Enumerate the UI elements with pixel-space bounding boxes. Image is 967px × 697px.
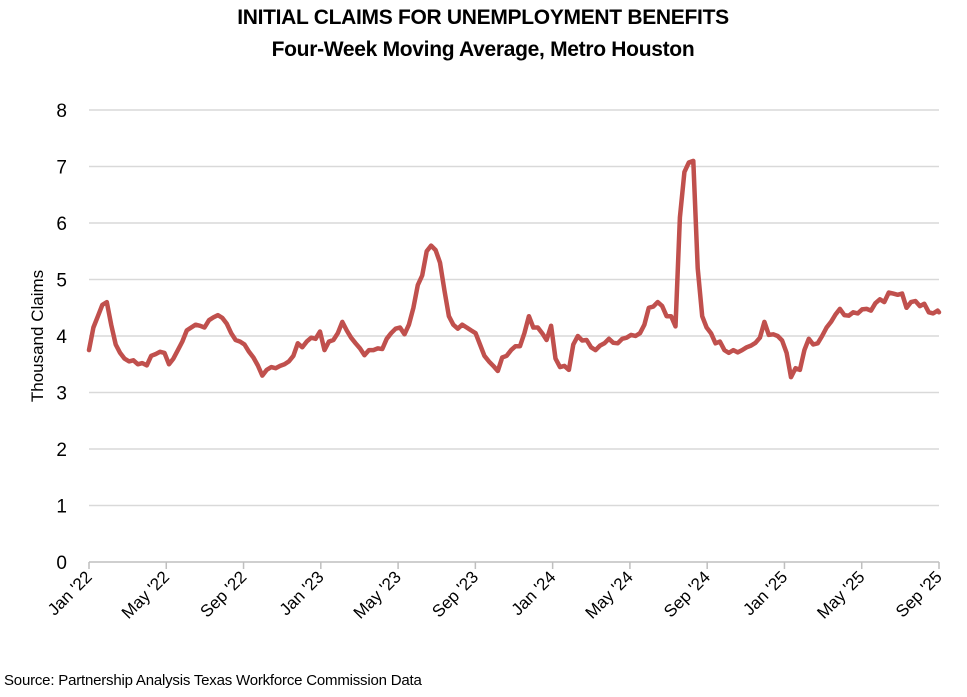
- y-tick-label: 4: [56, 327, 67, 348]
- x-tick-label: May '23: [350, 567, 405, 622]
- y-tick-label: 0: [56, 553, 67, 574]
- y-axis-label: Thousand Claims: [28, 270, 47, 402]
- chart-title: INITIAL CLAIMS FOR UNEMPLOYMENT BENEFITS: [237, 6, 729, 29]
- x-tick-label: Jan '23: [276, 567, 328, 619]
- series-group: [86, 158, 942, 380]
- x-tick-label: Jan '24: [508, 567, 560, 619]
- y-tick-label: 3: [56, 384, 67, 405]
- x-tick-label: Sep '24: [660, 567, 714, 621]
- x-tick-label: Jan '22: [44, 567, 96, 619]
- x-tick-label: May '22: [118, 567, 173, 622]
- series-line: [86, 158, 942, 380]
- y-tick-label: 7: [56, 158, 67, 179]
- y-axis-ticks: 0 1 2 3 4 5 6 7 8: [56, 101, 67, 574]
- y-tick-label: 6: [56, 214, 67, 235]
- y-tick-label: 1: [56, 497, 67, 518]
- x-tick-label: May '24: [582, 567, 637, 622]
- x-axis: [88, 561, 940, 569]
- x-tick-label: Jan '25: [739, 567, 791, 619]
- x-tick-label: Sep '23: [428, 567, 482, 621]
- x-tick-label: May '25: [813, 567, 868, 622]
- y-tick-label: 5: [56, 271, 67, 292]
- chart-subtitle: Four-Week Moving Average, Metro Houston: [271, 38, 695, 61]
- x-tick-label: Sep '22: [197, 567, 251, 621]
- gridlines: [89, 109, 939, 507]
- y-tick-label: 2: [56, 440, 67, 461]
- y-tick-label: 8: [56, 101, 67, 122]
- source-note: Source: Partnership Analysis Texas Workf…: [4, 672, 422, 689]
- x-tick-label: Sep '25: [892, 567, 946, 621]
- x-axis-tick-labels: Jan '22 May '22 Sep '22 Jan '23 May '23 Sep '…: [44, 567, 946, 622]
